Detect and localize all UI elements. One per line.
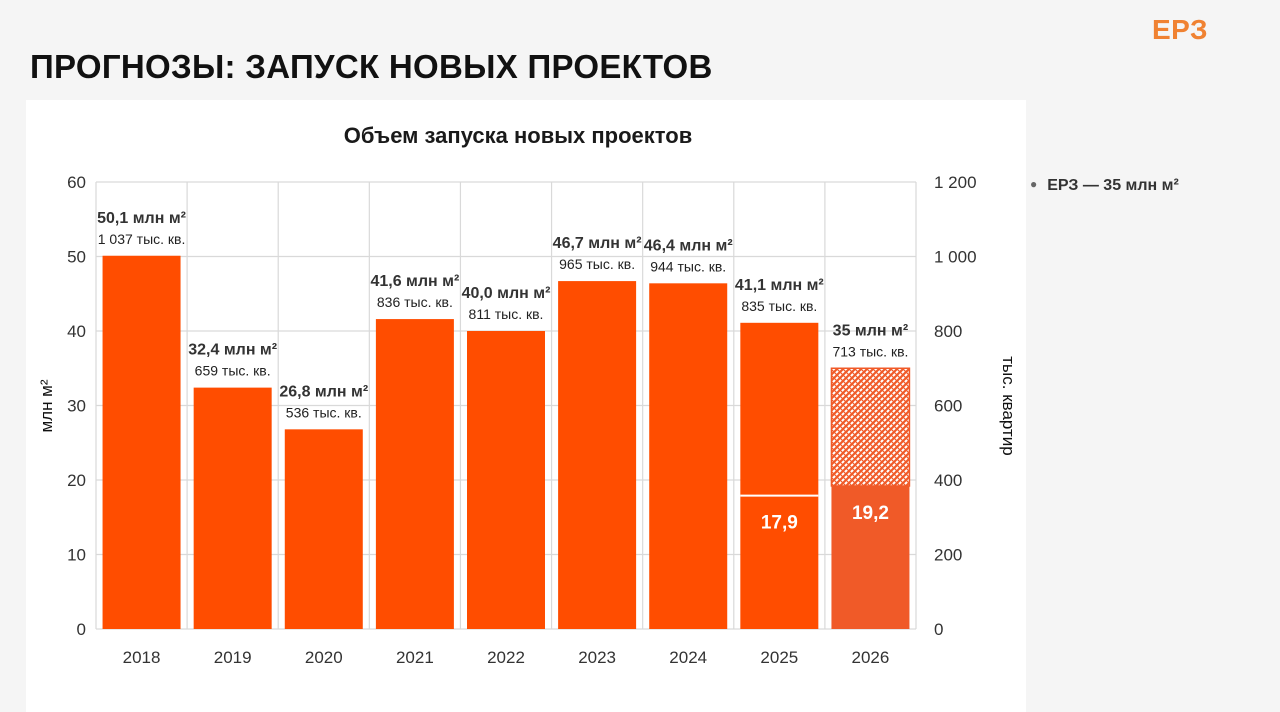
y-axis-title: млн м²	[37, 379, 56, 432]
data-label: 46,7 млн м²	[553, 235, 642, 252]
segment-label: 19,2	[852, 503, 889, 524]
y2-tick-label: 600	[934, 397, 962, 416]
y2-tick-label: 800	[934, 322, 962, 341]
data-label-apartments: 1 037 тыс. кв.	[98, 231, 186, 247]
data-label: 35 млн м²	[833, 322, 909, 339]
data-label: 50,1 млн м²	[97, 210, 186, 227]
bar-forecast-hatched	[830, 367, 911, 487]
data-label-apartments: 836 тыс. кв.	[377, 294, 453, 310]
y2-tick-label: 400	[934, 471, 962, 490]
y-tick-label: 60	[67, 173, 86, 192]
bar	[284, 429, 363, 629]
y2-tick-label: 1 200	[934, 173, 977, 192]
legend-note: ● ЕРЗ — 35 млн м²	[1030, 177, 1179, 195]
data-label: 41,6 млн м²	[370, 273, 459, 290]
data-label-apartments: 944 тыс. кв.	[650, 258, 726, 274]
bar	[102, 255, 181, 629]
x-tick-label: 2024	[669, 648, 707, 667]
x-tick-label: 2020	[305, 648, 343, 667]
segment-label: 17,9	[761, 513, 798, 534]
bar	[558, 281, 637, 629]
data-label: 32,4 млн м²	[188, 342, 277, 359]
bar	[467, 331, 545, 629]
data-label-apartments: 713 тыс. кв.	[832, 343, 908, 359]
brand-logo: ЕРЗ	[1152, 14, 1209, 45]
bar	[375, 319, 454, 629]
chart-title: Объем запуска новых проектов	[344, 123, 692, 148]
x-tick-label: 2023	[578, 648, 616, 667]
y-tick-label: 10	[67, 546, 86, 565]
bar-segment	[831, 485, 910, 629]
y2-axis-ticks: 0 200 400 600 800 1 000 1 200	[934, 173, 977, 639]
y-tick-label: 40	[67, 322, 86, 341]
data-label-apartments: 659 тыс. кв.	[195, 363, 271, 379]
x-tick-label: 2021	[396, 648, 434, 667]
y2-tick-label: 1 000	[934, 248, 977, 267]
x-tick-label: 2022	[487, 648, 525, 667]
x-tick-label: 2025	[760, 648, 798, 667]
y-tick-label: 20	[67, 471, 86, 490]
y-tick-label: 30	[67, 397, 86, 416]
data-label-apartments: 965 тыс. кв.	[559, 256, 635, 272]
y2-axis-title: тыс. квартир	[999, 356, 1018, 456]
y-tick-label: 50	[67, 248, 86, 267]
bars	[102, 255, 911, 629]
data-label-apartments: 835 тыс. кв.	[741, 298, 817, 314]
data-label: 41,1 млн м²	[735, 277, 824, 294]
y2-tick-label: 200	[934, 546, 962, 565]
data-label: 46,4 млн м²	[644, 237, 733, 254]
x-axis-ticks: 2018 2019 2020 2021 2022 2023 2024 2025 2026	[123, 648, 890, 667]
data-label: 26,8 млн м²	[279, 383, 368, 400]
bullet-dot-icon: ●	[1030, 177, 1038, 191]
data-label: 40,0 млн м²	[462, 285, 551, 302]
bar	[740, 322, 819, 629]
data-label-apartments: 536 тыс. кв.	[286, 404, 362, 420]
page-title: ПРОГНОЗЫ: ЗАПУСК НОВЫХ ПРОЕКТОВ	[30, 48, 713, 85]
x-tick-label: 2026	[852, 648, 890, 667]
y-axis-ticks: 0 10 20 30 40 50 60	[67, 173, 86, 639]
x-tick-label: 2018	[123, 648, 161, 667]
data-labels: 50,1 млн м² 1 037 тыс. кв. 32,4 млн м² 659 …	[97, 210, 908, 534]
y2-tick-label: 0	[934, 620, 943, 639]
legend-note-text: ЕРЗ — 35 млн м²	[1047, 177, 1179, 194]
bar	[193, 387, 272, 629]
data-label-apartments: 811 тыс. кв.	[469, 306, 544, 322]
x-tick-label: 2019	[214, 648, 252, 667]
y-tick-label: 0	[77, 620, 86, 639]
bar	[649, 283, 728, 629]
